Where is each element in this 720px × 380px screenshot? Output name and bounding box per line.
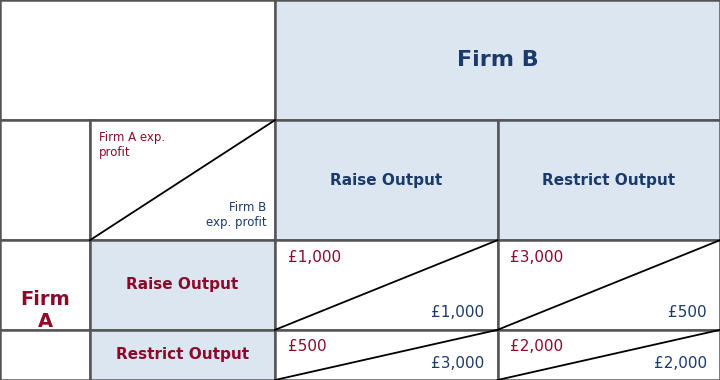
- Bar: [90, 120, 275, 240]
- Bar: [275, 330, 498, 380]
- Text: Restrict Output: Restrict Output: [116, 347, 249, 363]
- Text: £2,000: £2,000: [510, 339, 564, 354]
- Bar: [0, 120, 90, 240]
- Bar: [275, 240, 498, 330]
- Text: £1,000: £1,000: [288, 250, 341, 264]
- Bar: [0, 240, 90, 330]
- Text: Firm A exp.
profit: Firm A exp. profit: [99, 131, 165, 160]
- Bar: [0, 330, 90, 380]
- Text: Firm
A: Firm A: [20, 290, 70, 331]
- Bar: [498, 120, 720, 240]
- Text: £500: £500: [288, 339, 327, 354]
- Text: £1,000: £1,000: [431, 306, 485, 320]
- Bar: [498, 240, 720, 330]
- Text: £2,000: £2,000: [654, 356, 707, 370]
- Text: £500: £500: [668, 306, 707, 320]
- Bar: [275, 0, 720, 120]
- Bar: [275, 120, 498, 240]
- Bar: [498, 330, 720, 380]
- Text: Restrict Output: Restrict Output: [542, 173, 675, 188]
- Bar: [90, 330, 275, 380]
- Text: Raise Output: Raise Output: [127, 277, 238, 293]
- Bar: [0, 0, 275, 120]
- Text: £3,000: £3,000: [431, 356, 485, 370]
- Text: Firm B: Firm B: [456, 50, 539, 70]
- Bar: [90, 240, 275, 330]
- Text: Firm B
exp. profit: Firm B exp. profit: [206, 201, 266, 229]
- Text: Raise Output: Raise Output: [330, 173, 442, 188]
- Text: £3,000: £3,000: [510, 250, 564, 264]
